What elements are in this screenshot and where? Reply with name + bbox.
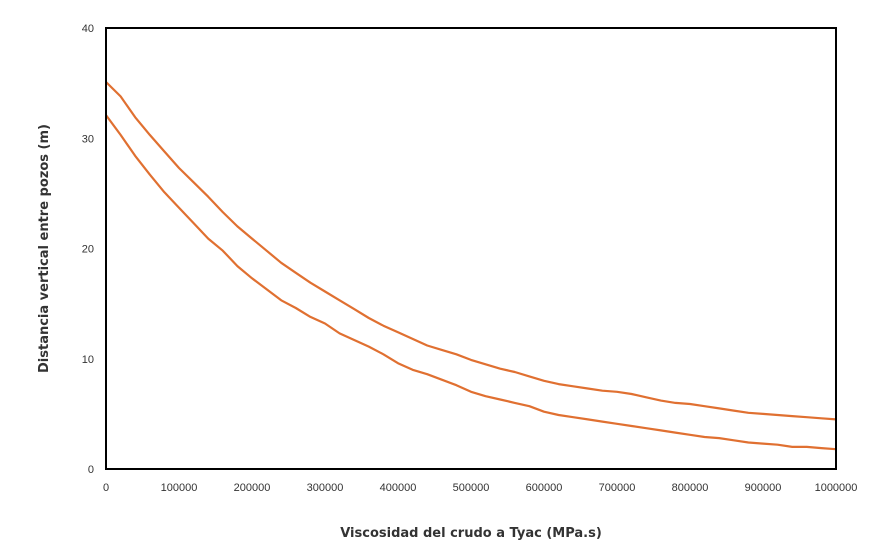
x-tick-label: 200000 [234, 482, 271, 494]
plot-area-frame [105, 27, 837, 470]
series-lines [105, 81, 837, 451]
y-tick-label: 0 [88, 464, 94, 476]
x-tick-label: 0 [103, 482, 109, 494]
y-tick-label: 40 [82, 23, 94, 35]
series-line-1 [105, 81, 837, 421]
x-tick-label: 700000 [599, 482, 636, 494]
x-tick-label: 500000 [453, 482, 490, 494]
x-tick-label: 1000000 [815, 482, 858, 494]
x-tick-label: 400000 [380, 482, 417, 494]
tick-labels: 0 100000 200000 300000 400000 500000 600000 700… [82, 23, 858, 494]
y-tick-label: 20 [82, 244, 94, 256]
x-tick-label: 800000 [672, 482, 709, 494]
series-line-2 [105, 114, 837, 451]
y-tick-label: 30 [82, 133, 94, 145]
x-tick-label: 300000 [307, 482, 344, 494]
y-tick-label: 10 [82, 354, 94, 366]
x-tick-label: 600000 [526, 482, 563, 494]
x-tick-label: 900000 [745, 482, 782, 494]
x-tick-label: 100000 [161, 482, 198, 494]
y-axis-title: Distancia vertical entre pozos (m) [37, 124, 52, 373]
x-axis-title: Viscosidad del crudo a Tyac (MPa.s) [340, 526, 602, 541]
